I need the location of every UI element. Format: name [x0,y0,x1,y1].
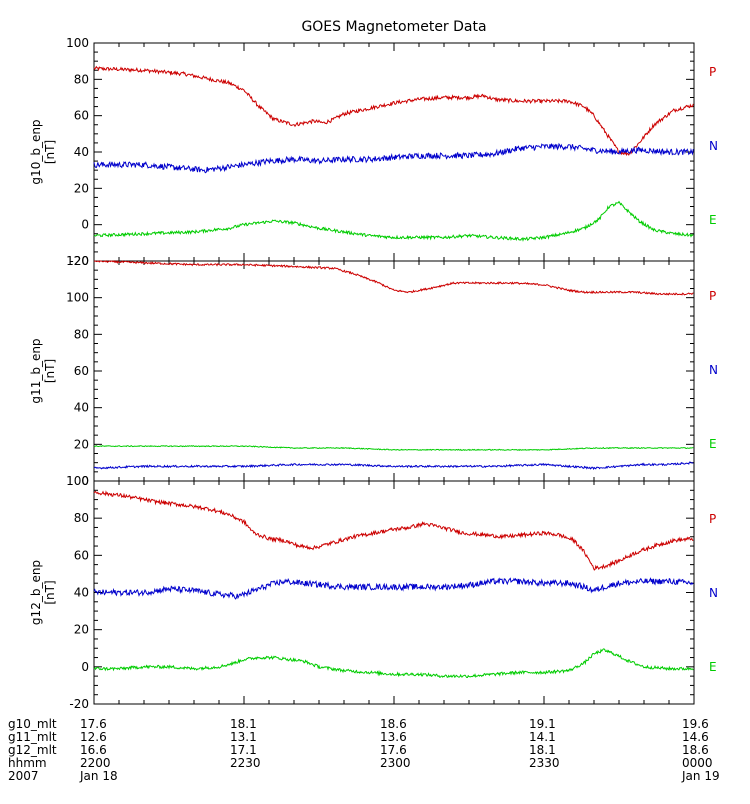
y-axis-label: g12_b_enp [29,560,43,625]
footer-tick-label: 16.6 [80,743,107,757]
y-tick-label: 80 [74,72,89,86]
footer-row-g11-mlt: g11_mlt 12.6 13.1 13.6 14.1 14.6 [0,731,750,743]
legend-label-p: P [709,289,716,303]
chart-title: GOES Magnetometer Data [301,19,486,35]
footer-tick-label: 17.1 [230,743,257,757]
legend-label-e: E [709,660,717,674]
footer-row-g12-mlt: g12_mlt 16.6 17.1 17.6 18.1 18.6 [0,744,750,756]
y-tick-label: 100 [66,291,89,305]
series-line-e [93,445,694,451]
y-axis-unit: [nT] [43,359,57,383]
legend-label-p: P [709,65,716,79]
footer-tick-label: 2200 [80,756,111,770]
y-tick-label: 20 [74,623,89,637]
y-axis-unit: [nT] [43,580,57,604]
y-tick-label: 60 [74,548,89,562]
y-tick-label: 120 [66,254,89,268]
y-tick-label: 60 [74,109,89,123]
footer-tick-label: 19.1 [529,717,556,731]
footer-row-label: 2007 [8,769,39,783]
footer-tick-label: 0000 [682,756,713,770]
footer-tick-label: 17.6 [380,743,407,757]
y-tick-label: 40 [74,145,89,159]
footer-tick-label: Jan 19 [682,769,720,783]
footer-tick-label: 2330 [529,756,560,770]
y-axis-label: g10_b_enp [29,119,43,184]
y-axis-label: g11_b_enp [29,338,43,403]
legend-label-e: E [709,437,717,451]
y-tick-label: 60 [74,364,89,378]
y-tick-label: -20 [69,697,89,711]
panel-1: -20 0 20 40 60 80 100 g10_b_enp [nT] P N E [29,36,718,268]
footer-row-date: 2007 Jan 18 Jan 19 [0,770,750,782]
footer-row-label: hhmm [8,756,47,770]
footer-row-label: g10_mlt [8,717,57,731]
y-tick-label: -20 [69,254,89,268]
series-line-e [93,200,694,242]
y-tick-label: 80 [74,511,89,525]
panel-3: -20 0 20 40 60 80 100 g12_b_enp [nT] P N E [29,474,718,711]
y-tick-label: 0 [81,474,89,488]
y-tick-label: 100 [66,36,89,50]
y-tick-label: 20 [74,437,89,451]
footer-tick-label: 19.6 [682,717,709,731]
footer-tick-label: 18.6 [380,717,407,731]
footer-row-label: g12_mlt [8,743,57,757]
y-tick-label: 0 [81,218,89,232]
series-line-p [93,490,694,571]
footer-tick-label: 14.6 [682,730,709,744]
panel-2: 0 20 40 60 80 100 120 g11_b_enp [nT] P N E [29,254,718,488]
series-line-n [93,142,694,174]
series-line-n [93,461,694,471]
footer-tick-label: 18.1 [529,743,556,757]
series-line-p [93,65,694,157]
footer-tick-label: 18.1 [230,717,257,731]
y-tick-label: 0 [81,660,89,674]
footer-tick-label: 2300 [380,756,411,770]
legend-label-n: N [709,139,718,153]
footer-tick-label: 13.1 [230,730,257,744]
footer-row-label: g11_mlt [8,730,57,744]
y-axis-unit: [nT] [43,140,57,164]
legend-label-p: P [709,512,716,526]
footer-tick-label: 12.6 [80,730,107,744]
y-tick-label: 40 [74,586,89,600]
footer-tick-label: 2230 [230,756,261,770]
series-line-n [93,577,694,600]
y-tick-label: 80 [74,327,89,341]
series-line-e [93,648,694,678]
y-tick-label: 40 [74,401,89,415]
footer-tick-label: 14.1 [529,730,556,744]
footer-row-hhmm: hhmm 2200 2230 2300 2330 0000 [0,757,750,769]
y-tick-label: 100 [66,474,89,488]
footer-tick-label: 17.6 [80,717,107,731]
legend-label-e: E [709,213,717,227]
series-line-p [93,260,694,296]
footer-row-g10-mlt: g10_mlt 17.6 18.1 18.6 19.1 19.6 [0,718,750,730]
footer-tick-label: 18.6 [682,743,709,757]
plot-frame [93,480,695,705]
legend-label-n: N [709,586,718,600]
footer-tick-label: 13.6 [380,730,407,744]
legend-label-n: N [709,363,718,377]
footer-tick-label: Jan 18 [80,769,118,783]
y-tick-label: 20 [74,181,89,195]
